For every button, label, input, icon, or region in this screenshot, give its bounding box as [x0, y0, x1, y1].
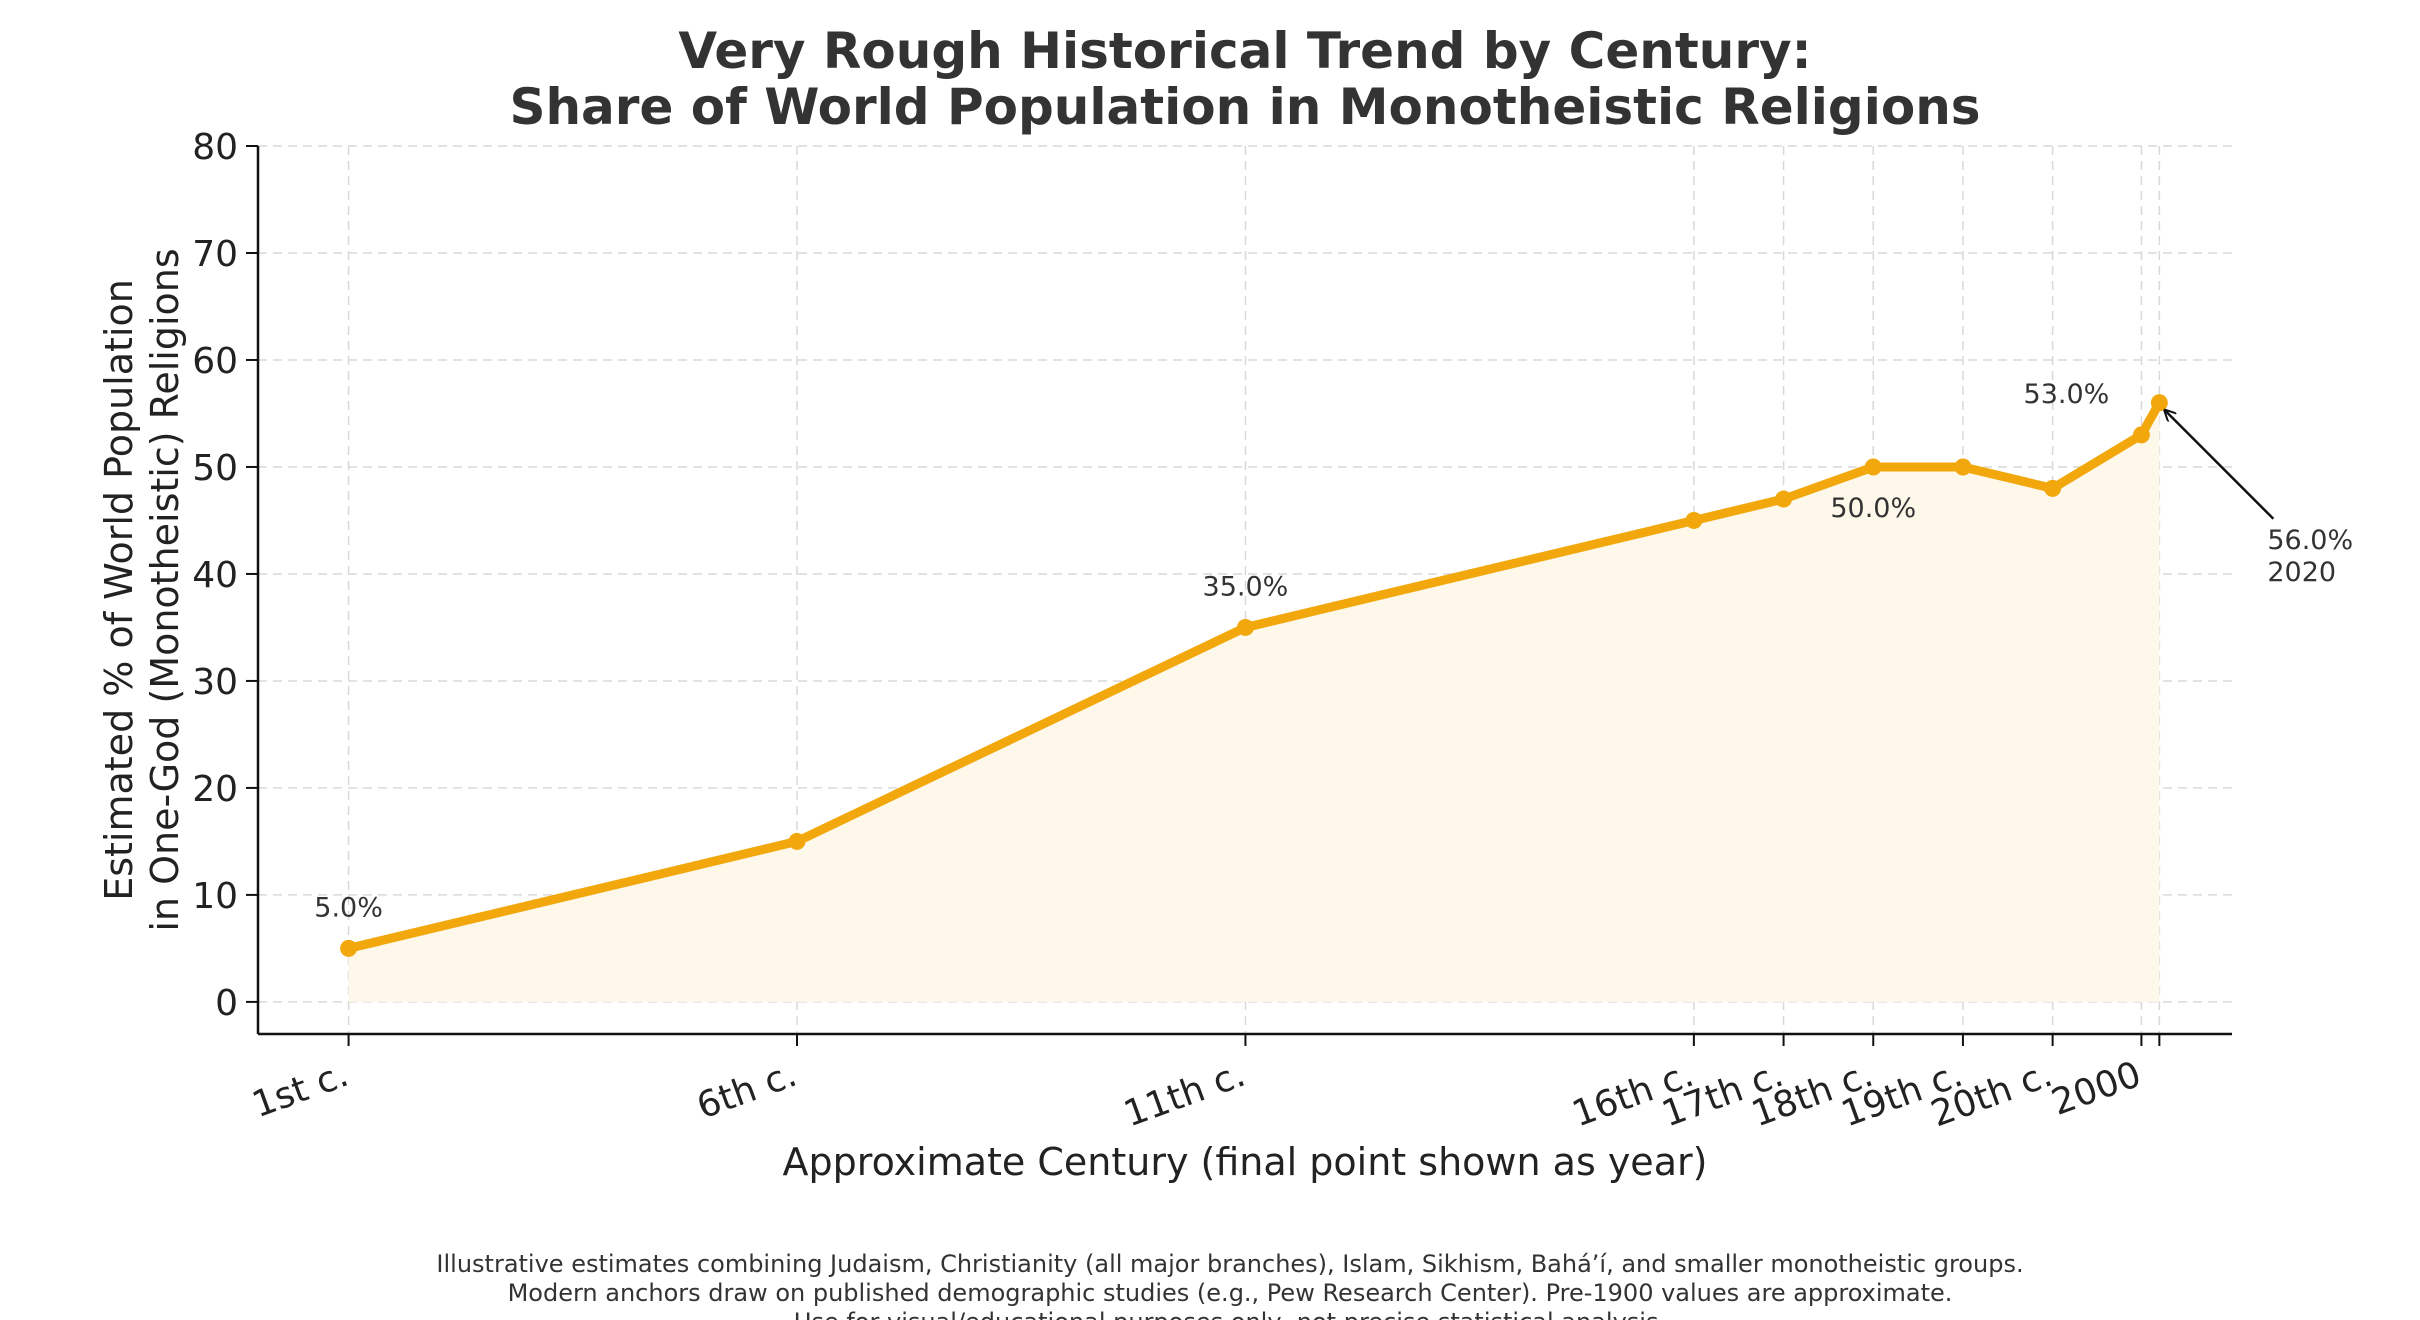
y-tick-label: 50	[192, 448, 238, 489]
y-tick-label: 20	[192, 769, 238, 810]
y-tick-label: 80	[192, 127, 238, 168]
chart-title-line-2: Share of World Population in Monotheisti…	[509, 78, 1980, 136]
data-value-label: 5.0%	[314, 892, 383, 923]
x-tick-label: 2000	[2046, 1054, 2146, 1124]
series-line-layer	[344, 398, 2164, 953]
data-point	[2150, 394, 2168, 412]
data-point	[1236, 618, 1254, 636]
y-tick-label: 60	[192, 341, 238, 382]
x-tick-label: 6th c.	[692, 1054, 802, 1128]
data-point	[2044, 479, 2062, 497]
data-point	[1775, 490, 1793, 508]
y-axis-label-line-1: Estimated % of World Population	[97, 279, 141, 901]
data-point	[340, 939, 358, 957]
annotation-year-label: 2020	[2267, 557, 2336, 588]
data-point	[1864, 458, 1882, 476]
data-value-label: 35.0%	[1203, 571, 1289, 602]
y-tick-label: 30	[192, 662, 238, 703]
chart-title-line-1: Very Rough Historical Trend by Century:	[678, 22, 1811, 80]
data-point	[788, 832, 806, 850]
y-axis-label-line-2: in One-God (Monotheistic) Religions	[143, 248, 187, 931]
data-point	[1685, 511, 1703, 529]
y-tick-label: 70	[192, 234, 238, 275]
annotation-label: 56.0%	[2267, 525, 2353, 556]
series-points-layer	[340, 394, 2168, 957]
footnote-line-2: Modern anchors draw on published demogra…	[508, 1279, 1953, 1307]
y-tick-label: 10	[192, 876, 238, 917]
data-point	[2132, 426, 2150, 444]
x-tick-label: 11th c.	[1119, 1054, 1251, 1135]
footnote-line-1: Illustrative estimates combining Judaism…	[436, 1250, 2023, 1278]
area-fill-layer	[348, 402, 2160, 1002]
data-value-label: 53.0%	[2024, 379, 2110, 410]
annotation-arrow	[2165, 411, 2275, 520]
labels-layer: 5.0% 35.0% 50.0% 53.0% 56.0%2020	[314, 379, 2353, 924]
y-tick-label: 40	[192, 555, 238, 596]
x-axis-label: Approximate Century (final point shown a…	[783, 1140, 1708, 1184]
footnote-line-3: Use for visual/educational purposes only…	[794, 1308, 1666, 1320]
y-tick-label: 0	[215, 983, 238, 1024]
x-tick-label: 1st c.	[247, 1054, 354, 1126]
data-value-label: 50.0%	[1830, 493, 1916, 524]
series-line	[344, 398, 2164, 953]
data-point	[1954, 458, 1972, 476]
area-fill	[348, 402, 2160, 1002]
